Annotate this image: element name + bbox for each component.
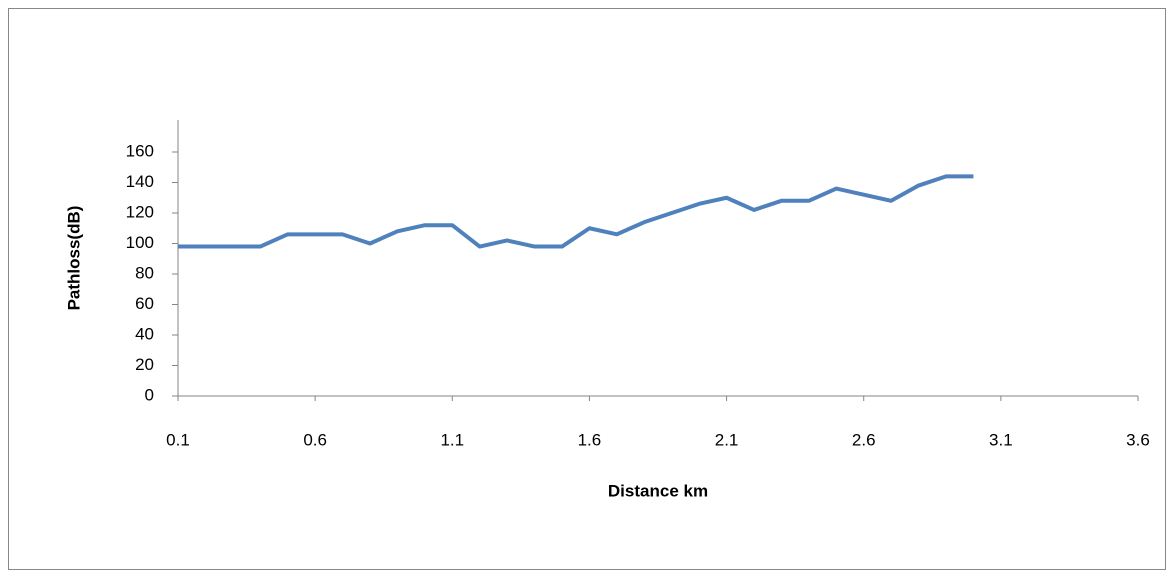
- y-tick-label: 0: [145, 385, 154, 404]
- x-tick-label: 1.1: [440, 430, 464, 449]
- x-tick-label: 1.6: [578, 430, 602, 449]
- x-tick-label: 3.1: [989, 430, 1013, 449]
- y-tick-label: 120: [126, 202, 154, 221]
- x-tick-label: 2.1: [715, 430, 739, 449]
- y-tick-label: 20: [135, 355, 154, 374]
- y-tick-label: 140: [126, 172, 154, 191]
- x-tick-label: 0.1: [166, 430, 190, 449]
- chart-border: [8, 8, 1166, 570]
- y-axis-title: Pathloss(dB): [64, 206, 83, 311]
- y-tick-label: 60: [135, 294, 154, 313]
- x-axis-title: Distance km: [608, 481, 708, 500]
- y-tick-label: 80: [135, 263, 154, 282]
- x-tick-label: 3.6: [1126, 430, 1150, 449]
- line-series: [178, 174, 974, 249]
- x-tick-label: 0.6: [303, 430, 327, 449]
- y-tick-label: 160: [126, 141, 154, 160]
- y-tick-label: 40: [135, 324, 154, 343]
- y-tick-label: 100: [126, 233, 154, 252]
- x-tick-label: 2.6: [852, 430, 876, 449]
